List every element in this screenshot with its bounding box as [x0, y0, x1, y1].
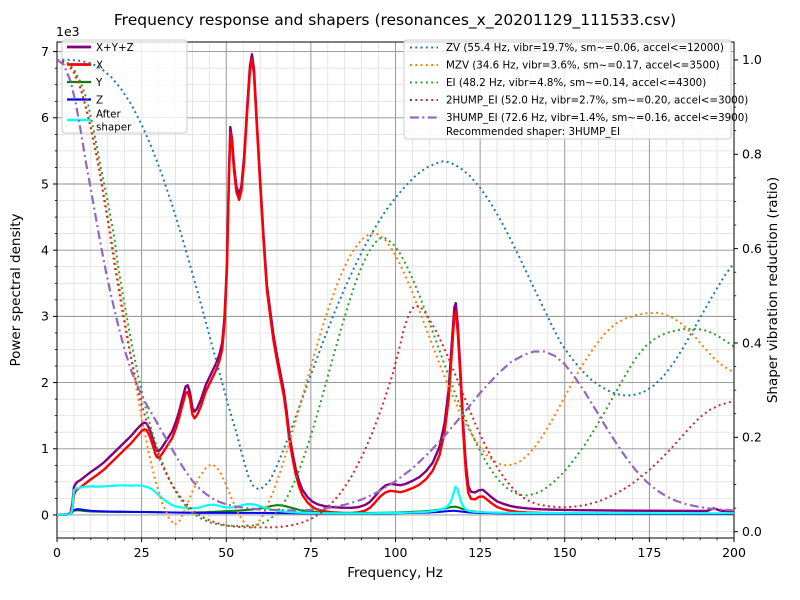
x-tick-label: 50 [218, 545, 234, 560]
y-left-tick-label: 6 [41, 110, 49, 125]
y-right-tick-label: 0.6 [742, 241, 762, 256]
legend-label-hump2: 2HUMP_EI (52.0 Hz, vibr=2.7%, sm~=0.20, … [446, 95, 748, 107]
legend-item-zv: ZV (55.4 Hz, vibr=19.7%, sm~=0.06, accel… [410, 42, 724, 54]
y-left-tick-label: 3 [41, 309, 49, 324]
legend-label-xyz: X+Y+Z [96, 42, 134, 54]
x-tick-label: 150 [553, 545, 577, 560]
series-x-line [57, 58, 734, 517]
legend-item-x: X [67, 59, 103, 71]
legend-label-after: After [96, 108, 121, 120]
chart-title: Frequency response and shapers (resonanc… [114, 11, 676, 30]
legend-label-after: shaper [96, 121, 132, 133]
legend-label-y: Y [95, 77, 103, 89]
series-ei-line [57, 58, 734, 528]
y-left-tick-label: 0 [41, 507, 49, 522]
legend-label-zv: ZV (55.4 Hz, vibr=19.7%, sm~=0.06, accel… [446, 42, 724, 54]
legend-label-z: Z [96, 94, 103, 106]
y-left-tick-label: 2 [41, 375, 49, 390]
y-left-tick-label: 5 [41, 176, 49, 191]
legend-label-x: X [96, 59, 103, 71]
series-hump3-line [57, 59, 734, 512]
series-hump2-line [57, 58, 734, 529]
x-tick-label: 25 [134, 545, 150, 560]
legend-label-mzv: MZV (34.6 Hz, vibr=3.6%, sm~=0.17, accel… [446, 60, 720, 72]
x-tick-label: 200 [722, 545, 746, 560]
shaper-curves-layer [57, 58, 734, 529]
legend-label-hump3: 3HUMP_EI (72.6 Hz, vibr=1.4%, sm~=0.16, … [446, 112, 748, 124]
y-axis-offset-label: 1e3 [56, 24, 80, 39]
legend-shapers-box [403, 39, 732, 140]
y-left-tick-label: 1 [41, 441, 49, 456]
x-tick-label: 125 [468, 545, 492, 560]
x-tick-label: 175 [637, 545, 661, 560]
y-right-tick-label: 1.0 [742, 52, 762, 67]
y-left-tick-label: 4 [41, 242, 49, 257]
x-axis-label: Frequency, Hz [347, 565, 443, 581]
legend-shapers: ZV (55.4 Hz, vibr=19.7%, sm~=0.06, accel… [403, 39, 748, 140]
y-right-tick-label: 0.4 [742, 335, 762, 350]
legend-item-ei: EI (48.2 Hz, vibr=4.8%, sm~=0.14, accel<… [410, 77, 706, 89]
axes-layer: 0 25 50 75 100 125 150 175 200 0 1 2 3 4 5 6 7 0.0 0.2 0.4 0… [41, 41, 762, 560]
y-right-tick-label: 0.0 [742, 524, 762, 539]
legend-label-ei: EI (48.2 Hz, vibr=4.8%, sm~=0.14, accel<… [446, 77, 706, 89]
legend-item-hump3: 3HUMP_EI (72.6 Hz, vibr=1.4%, sm~=0.16, … [410, 112, 748, 124]
series-after-line [57, 484, 734, 517]
legend-recommended-shaper: Recommended shaper: 3HUMP_EI [446, 126, 620, 138]
y-axis-left-label: Power spectral density [8, 213, 24, 366]
x-tick-label: 0 [53, 545, 61, 560]
legend-item-mzv: MZV (34.6 Hz, vibr=3.6%, sm~=0.17, accel… [410, 60, 720, 72]
x-tick-label: 100 [384, 545, 408, 560]
y-right-tick-label: 0.8 [742, 147, 762, 162]
x-tick-label: 75 [303, 545, 319, 560]
y-left-tick-label: 7 [41, 44, 49, 59]
legend-item-xyz: X+Y+Z [67, 42, 134, 54]
legend-psd-box [61, 39, 188, 134]
y-axis-right-label: Shaper vibration reduction (ratio) [765, 177, 781, 403]
y-right-tick-label: 0.2 [742, 430, 762, 445]
legend-item-hump2: 2HUMP_EI (52.0 Hz, vibr=2.7%, sm~=0.20, … [410, 95, 748, 107]
